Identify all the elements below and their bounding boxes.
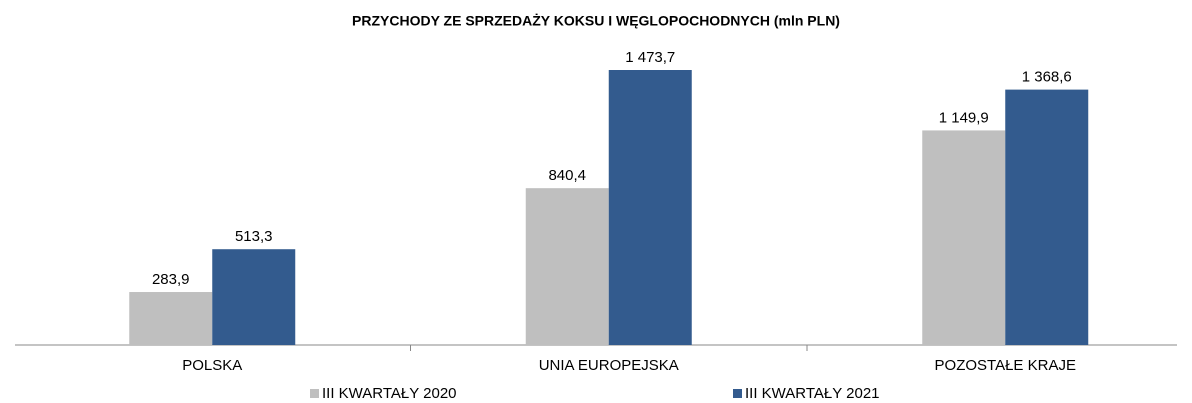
legend-swatch	[310, 389, 319, 398]
value-label: 840,4	[548, 167, 586, 184]
value-label: 283,9	[152, 271, 190, 288]
bar	[212, 249, 296, 345]
bar	[129, 292, 213, 345]
legend-swatch	[733, 389, 742, 398]
x-tick-label: UNIA EUROPEJSKA	[539, 357, 679, 374]
value-label: 1 149,9	[939, 109, 989, 126]
legend-label: III KWARTAŁY 2021	[745, 385, 880, 402]
value-label: 513,3	[235, 228, 273, 245]
x-tick-label: POLSKA	[182, 357, 242, 374]
bar	[922, 130, 1006, 345]
value-label: 1 368,6	[1022, 69, 1072, 86]
bar	[1005, 89, 1089, 345]
chart-title: PRZYCHODY ZE SPRZEDAŻY KOKSU I WĘGLOPOCH…	[352, 13, 840, 29]
bar	[608, 70, 692, 345]
legend-label: III KWARTAŁY 2020	[322, 385, 457, 402]
bar	[525, 188, 609, 345]
x-tick-label: POZOSTAŁE KRAJE	[935, 357, 1076, 374]
value-label: 1 473,7	[625, 49, 675, 66]
